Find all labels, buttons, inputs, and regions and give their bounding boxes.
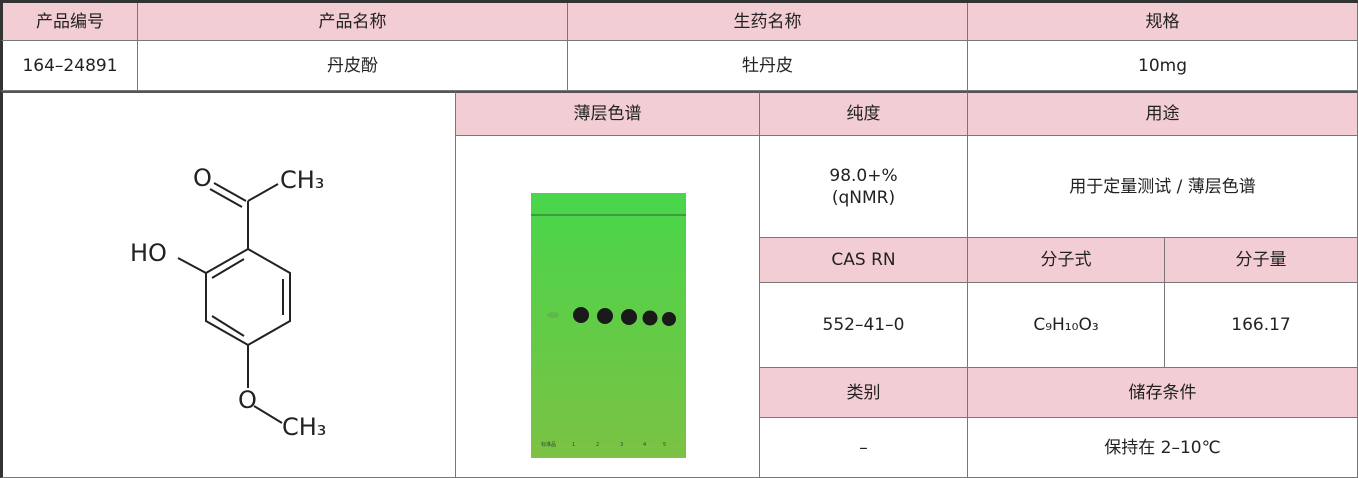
cell: 丹皮酚 bbox=[138, 41, 568, 91]
structure-labels: O CH₃ HO O CH₃ bbox=[130, 164, 326, 441]
atom-label: O bbox=[238, 386, 257, 414]
atom-label: CH₃ bbox=[280, 166, 324, 194]
header-cell: 储存条件 bbox=[968, 368, 1358, 418]
atom-label: HO bbox=[130, 239, 167, 267]
lane-label: 5 bbox=[663, 442, 666, 448]
header-cell: 分子量 bbox=[1165, 238, 1358, 283]
plate bbox=[531, 193, 686, 458]
lane-label: 4 bbox=[643, 442, 646, 448]
atom-label: CH₃ bbox=[282, 413, 326, 441]
header-cell: 纯度 bbox=[760, 91, 968, 136]
cell: 552–41–0 bbox=[760, 283, 968, 368]
header-cell: 类别 bbox=[760, 368, 968, 418]
header-cell: CAS RN bbox=[760, 238, 968, 283]
lane-label: 3 bbox=[620, 442, 623, 448]
header-cell: 薄层色谱 bbox=[456, 91, 760, 136]
header-cell: 生药名称 bbox=[568, 3, 968, 41]
cell: 98.0+% (qNMR) bbox=[760, 136, 968, 238]
drawings: O CH₃ HO O CH₃ 标准品 1 2 3 4 5 bbox=[130, 164, 686, 458]
structure-bonds bbox=[177, 182, 291, 424]
header-cell: 用途 bbox=[968, 91, 1358, 136]
atom-label: O bbox=[193, 164, 212, 192]
cell: C₉H₁₀O₃ bbox=[968, 283, 1165, 368]
lane-label: 标准品 bbox=[541, 441, 556, 448]
header-cell: 分子式 bbox=[968, 238, 1165, 283]
lane-label: 1 bbox=[572, 442, 575, 448]
header-cell: 产品编号 bbox=[0, 3, 138, 41]
cell: 用于定量测试 / 薄层色谱 bbox=[968, 136, 1358, 238]
tlc-plate: 标准品 1 2 3 4 5 bbox=[531, 193, 686, 458]
header-cell: 规格 bbox=[968, 3, 1358, 41]
cell: 164–24891 bbox=[0, 41, 138, 91]
lane-label: 2 bbox=[596, 442, 599, 448]
header-cell: 产品名称 bbox=[138, 3, 568, 41]
cell: 牡丹皮 bbox=[568, 41, 968, 91]
